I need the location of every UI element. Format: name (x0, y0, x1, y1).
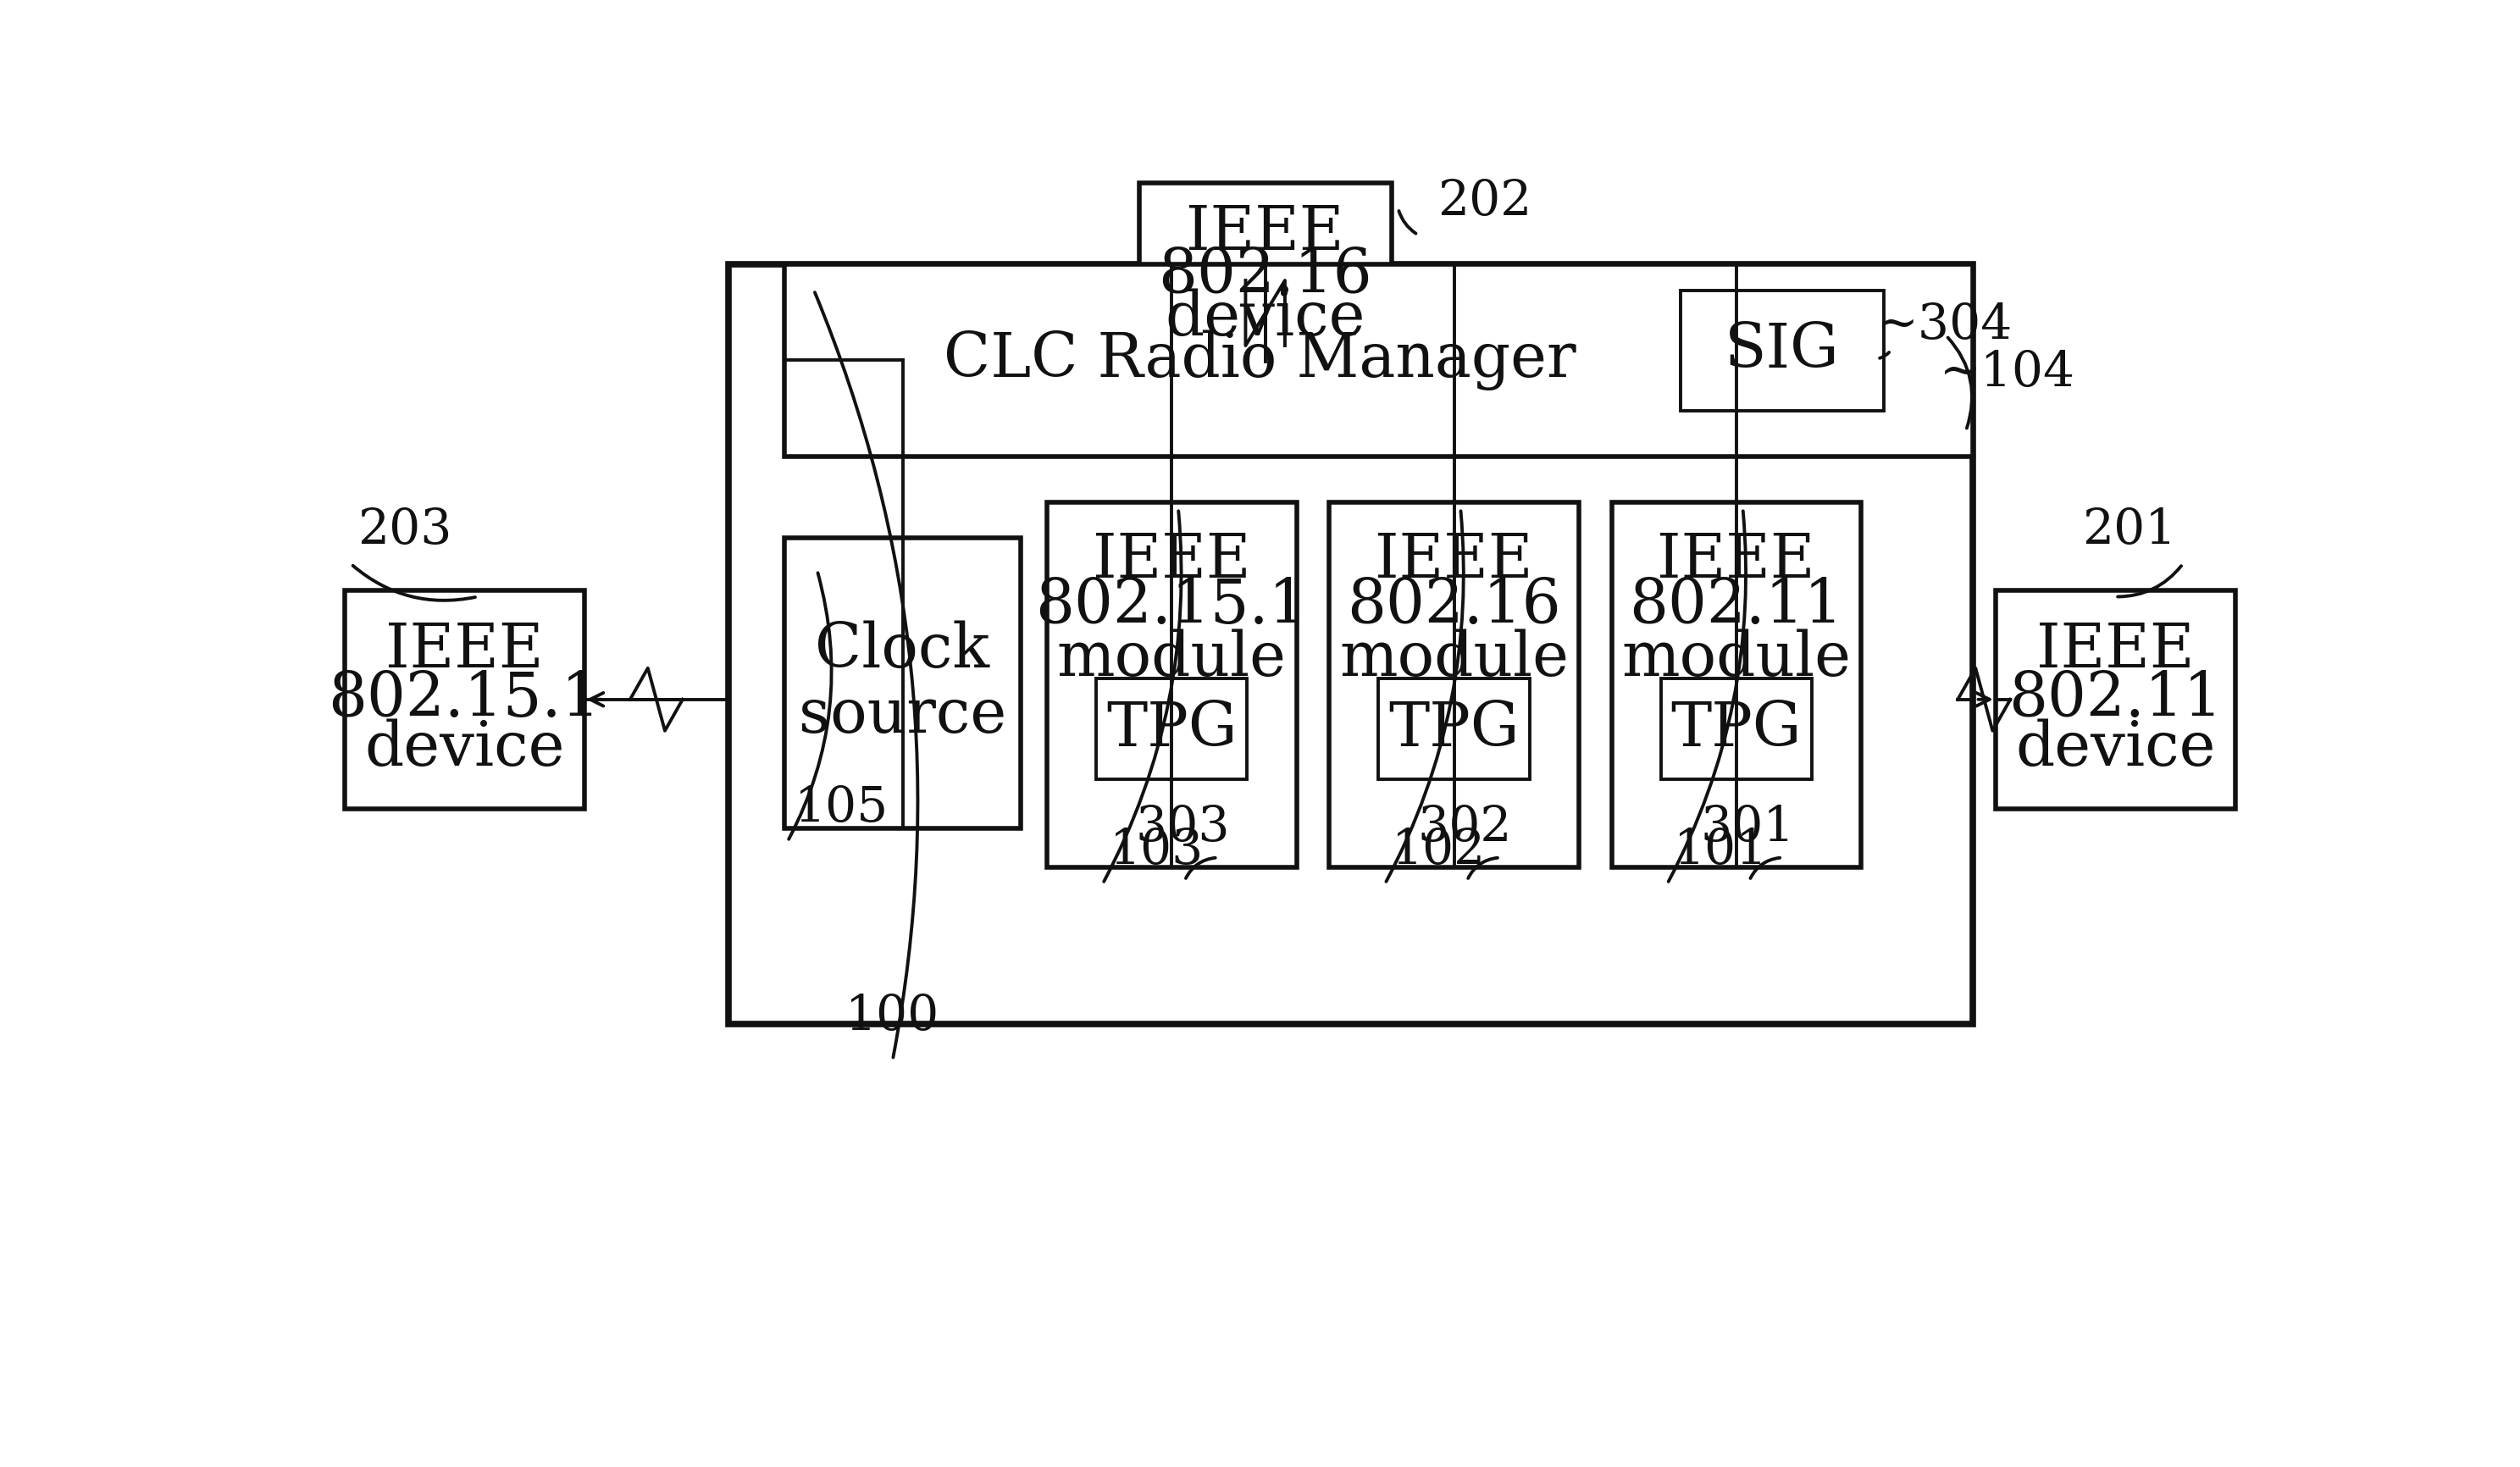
Text: source: source (799, 687, 1005, 745)
Bar (1328, 502, 1578, 867)
Text: TPG: TPG (1671, 698, 1802, 758)
Text: Clock: Clock (816, 621, 990, 681)
Text: 201: 201 (2082, 508, 2177, 555)
Text: 105: 105 (794, 783, 890, 832)
Bar (1046, 502, 1295, 867)
Bar (1661, 678, 1812, 779)
Text: 102: 102 (1391, 826, 1487, 874)
Text: IEEE: IEEE (1187, 204, 1343, 263)
Bar (1996, 590, 2235, 808)
Text: 802.11: 802.11 (2008, 669, 2223, 729)
Bar (784, 264, 1973, 456)
Bar (1681, 290, 1885, 411)
Text: 802.15.1: 802.15.1 (328, 669, 600, 729)
Text: SIG: SIG (1724, 321, 1840, 380)
Bar (784, 538, 1021, 829)
Text: 100: 100 (847, 993, 940, 1040)
Text: module: module (1620, 629, 1852, 688)
Text: IEEE: IEEE (386, 621, 544, 681)
Bar (1096, 678, 1247, 779)
Text: 802.15.1: 802.15.1 (1036, 577, 1308, 637)
Text: 802.11: 802.11 (1630, 577, 1842, 637)
Text: ~104: ~104 (1940, 349, 2076, 396)
Text: IEEE: IEEE (2036, 621, 2195, 681)
Text: CLC Radio Manager: CLC Radio Manager (942, 330, 1575, 390)
Text: device: device (365, 719, 564, 778)
Text: ~304: ~304 (1877, 301, 2013, 349)
Text: device: device (2016, 719, 2215, 778)
Text: 302: 302 (1419, 804, 1512, 851)
Text: device: device (1164, 288, 1366, 348)
Text: module: module (1056, 629, 1288, 688)
Text: 301: 301 (1701, 804, 1794, 851)
Bar (345, 590, 585, 808)
Text: TPG: TPG (1106, 698, 1237, 758)
Text: 802.16: 802.16 (1348, 577, 1560, 637)
Text: IEEE: IEEE (1376, 531, 1532, 591)
Bar (1139, 182, 1391, 362)
Text: module: module (1338, 629, 1570, 688)
Bar (1378, 678, 1530, 779)
Text: IEEE: IEEE (1094, 531, 1250, 591)
Text: 203: 203 (358, 508, 451, 555)
Bar (1610, 502, 1860, 867)
Text: 202: 202 (1436, 178, 1532, 224)
Text: 303: 303 (1137, 804, 1230, 851)
Text: 101: 101 (1673, 826, 1769, 874)
Text: TPG: TPG (1389, 698, 1520, 758)
Text: 103: 103 (1109, 826, 1205, 874)
Text: IEEE: IEEE (1658, 531, 1814, 591)
Text: 802.16: 802.16 (1159, 245, 1373, 305)
Bar (728, 264, 1973, 1024)
